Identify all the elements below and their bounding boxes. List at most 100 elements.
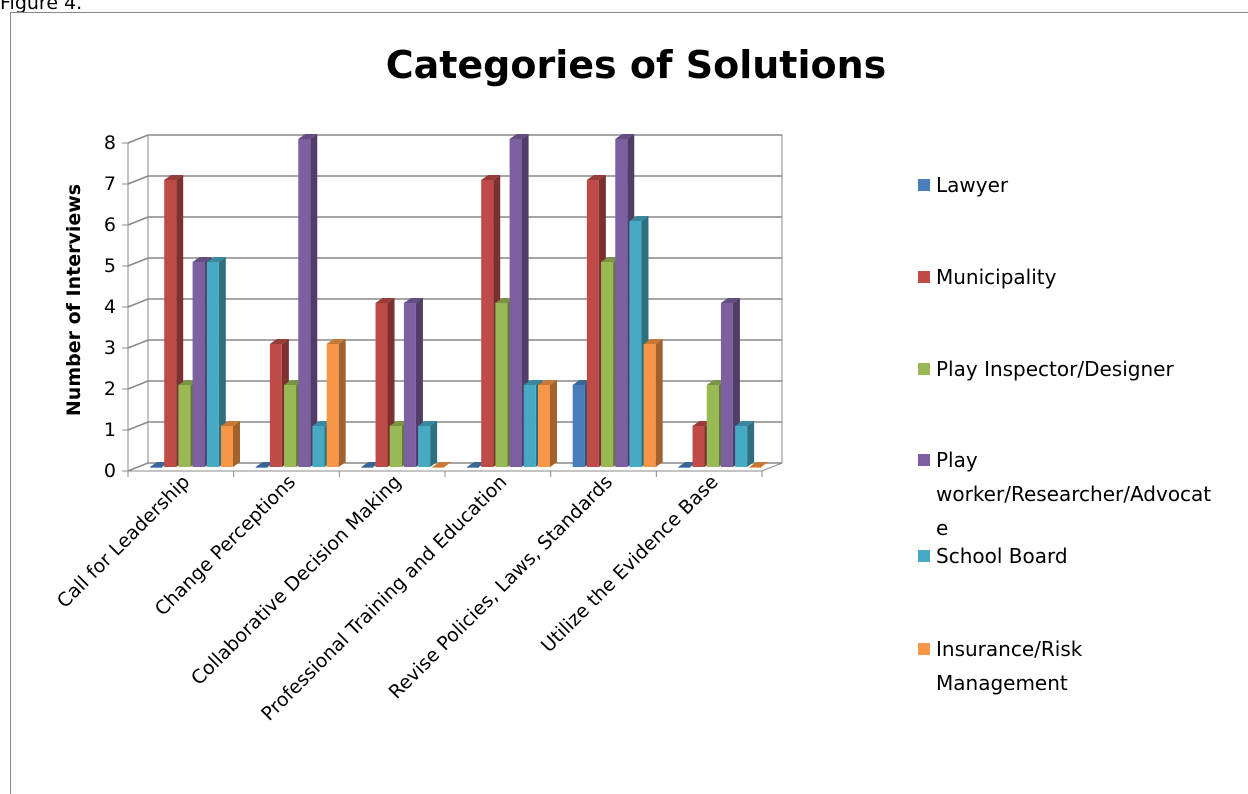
bar-front <box>206 262 219 467</box>
bar-front <box>192 262 205 467</box>
bar-front <box>298 139 311 467</box>
chart-frame <box>10 12 1248 794</box>
bar-front <box>643 344 656 467</box>
y-tick-label: 0 <box>104 460 116 482</box>
bar-top <box>538 380 557 385</box>
bar-front <box>678 467 691 468</box>
grid-line <box>127 339 782 349</box>
legend-label: Play worker/Researcher/Advocate <box>936 448 1212 540</box>
y-tick-label: 1 <box>104 419 116 441</box>
bar-front <box>312 426 325 467</box>
bar <box>749 462 769 468</box>
grid-line <box>127 257 782 267</box>
y-tick-label: 2 <box>104 378 116 400</box>
y-tick-label: 4 <box>104 296 116 318</box>
bar-front <box>389 426 402 467</box>
bar-front <box>467 467 479 468</box>
bar-front <box>735 426 748 467</box>
bar-front <box>375 303 388 467</box>
grid-line <box>127 462 782 472</box>
bar <box>206 257 226 467</box>
legend-item: Play Inspector/Designer <box>918 352 1218 386</box>
bar-front <box>284 385 297 467</box>
grid-line <box>127 175 782 185</box>
bar-front <box>523 385 536 467</box>
grid-line <box>127 380 782 390</box>
bar-side <box>550 380 557 467</box>
bar-top <box>720 298 740 303</box>
bar-top <box>735 421 755 426</box>
bar <box>643 339 663 467</box>
bar-top <box>326 339 346 344</box>
bar-front <box>572 385 585 467</box>
legend-item: Play worker/Researcher/Advocate <box>918 443 1218 545</box>
legend-item: Insurance/Risk Management <box>918 632 1218 700</box>
bar <box>326 339 346 467</box>
bar-top <box>629 216 649 221</box>
y-tick-label: 6 <box>104 214 116 236</box>
bar-top <box>749 462 769 467</box>
legend-swatch <box>918 643 930 655</box>
legend-swatch <box>918 271 930 283</box>
bar <box>735 421 755 467</box>
bar <box>432 462 452 468</box>
bar-top <box>643 339 663 344</box>
bar-front <box>418 426 431 467</box>
bar-front <box>538 385 550 467</box>
bar-top <box>586 175 606 180</box>
bar-top <box>298 134 318 139</box>
bar-top <box>375 298 395 303</box>
legend-swatch <box>918 179 930 191</box>
bar-top <box>509 134 529 139</box>
bar-top <box>164 175 184 180</box>
bar-front <box>692 426 705 467</box>
bar-side <box>338 339 346 467</box>
grid-line <box>127 421 782 431</box>
bar-front <box>178 385 191 467</box>
legend-label: School Board <box>936 544 1068 568</box>
bar-top <box>523 380 543 385</box>
legend-swatch <box>918 363 930 375</box>
bar <box>269 339 289 467</box>
bar-front <box>481 180 494 467</box>
bar <box>538 380 557 467</box>
bar-front <box>432 467 445 468</box>
bar-side <box>655 339 663 467</box>
x-tick-label: Revise Policies, Laws, Standards <box>385 471 617 703</box>
y-axis-title: Number of Interviews <box>63 184 85 416</box>
bar-side <box>310 134 318 467</box>
bar-front <box>255 467 268 468</box>
y-tick-label: 3 <box>104 337 116 359</box>
legend-swatch <box>918 454 930 466</box>
bar-front <box>615 139 628 467</box>
legend-swatch <box>918 550 930 562</box>
x-tick-label: Utilize the Evidence Base <box>537 471 723 657</box>
bar-side <box>747 421 755 467</box>
legend-label: Play Inspector/Designer <box>936 357 1174 381</box>
bar <box>418 421 438 467</box>
y-tick-label: 5 <box>104 255 116 277</box>
bar <box>221 421 240 467</box>
y-tick-label: 7 <box>104 173 116 195</box>
bar-top <box>206 257 226 262</box>
bar-front <box>164 180 177 467</box>
bar-front <box>269 344 282 467</box>
y-tick-label: 8 <box>104 132 116 154</box>
bar-top <box>418 421 438 426</box>
bar-top <box>221 421 240 426</box>
legend-item: School Board <box>918 539 1218 573</box>
legend-label: Insurance/Risk Management <box>936 637 1083 695</box>
bar-front <box>221 426 233 467</box>
bar-side <box>430 421 438 467</box>
legend-label: Municipality <box>936 265 1057 289</box>
bar-front <box>720 303 733 467</box>
bar-front <box>150 467 162 468</box>
bar-side <box>233 421 240 467</box>
chart-title: Categories of Solutions <box>386 43 887 87</box>
figure-caption: Figure 4. <box>0 0 83 14</box>
legend-item: Municipality <box>918 260 1218 294</box>
bar-side <box>218 257 226 467</box>
bar-top <box>192 257 212 262</box>
